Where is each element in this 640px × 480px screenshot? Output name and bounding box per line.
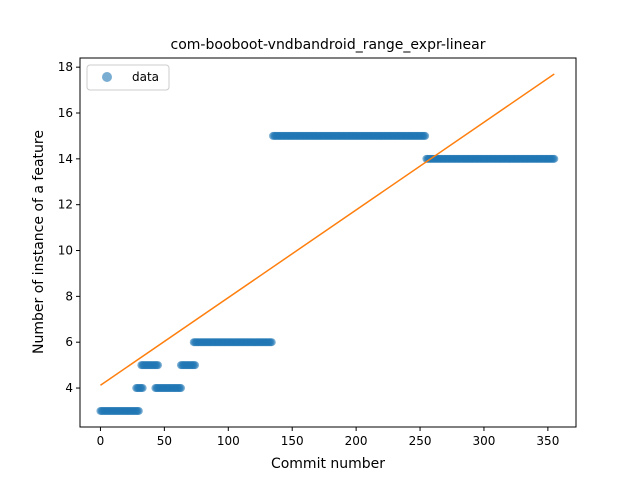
legend-marker [102, 72, 112, 82]
legend-label: data [132, 70, 159, 84]
axes-frame [79, 57, 577, 428]
x-tick-label: 50 [157, 434, 172, 448]
data-point [153, 361, 162, 370]
x-tick-label: 200 [345, 434, 368, 448]
data-point [267, 338, 276, 347]
y-tick-label: 10 [58, 244, 73, 258]
legend: data [86, 64, 170, 91]
plot-area [96, 73, 559, 415]
x-tick-label: 100 [217, 434, 240, 448]
y-tick-label: 8 [65, 289, 73, 303]
x-tick-label: 0 [97, 434, 105, 448]
x-tick-label: 150 [281, 434, 304, 448]
data-point [191, 361, 200, 370]
chart-title: com-booboot-vndbandroid_range_expr-linea… [171, 37, 486, 53]
x-tick-label: 250 [409, 434, 432, 448]
legend-box [86, 64, 170, 91]
y-tick-label: 6 [65, 335, 73, 349]
data-point [138, 384, 147, 393]
data-point [421, 131, 430, 140]
y-tick-label: 18 [58, 60, 73, 74]
y-tick-label: 14 [58, 152, 73, 166]
y-tick-label: 4 [65, 381, 73, 395]
x-axis-label: Commit number [271, 456, 385, 472]
data-point [176, 384, 185, 393]
y-tick-label: 12 [58, 198, 73, 212]
data-point [550, 154, 559, 163]
data-point [134, 406, 143, 415]
axis-ticks: 0 50 100 150 200 250 300 350 4 6 8 10 12 14 16 18 [58, 60, 560, 448]
y-tick-label: 16 [58, 106, 73, 120]
y-axis-label: Number of instance of a feature [31, 130, 47, 354]
fit-line [100, 73, 555, 386]
x-tick-label: 350 [536, 434, 559, 448]
x-tick-label: 300 [473, 434, 496, 448]
